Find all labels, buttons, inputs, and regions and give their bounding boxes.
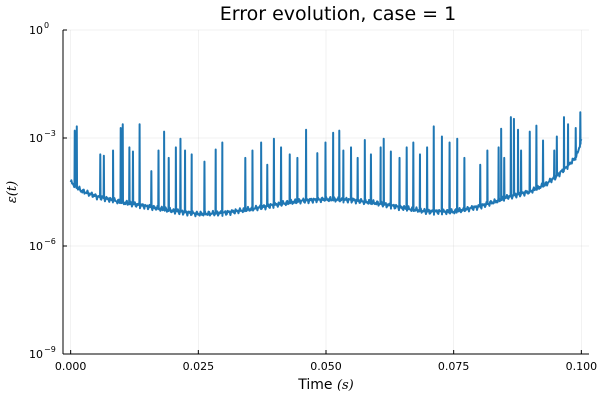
plot-area [69, 111, 583, 218]
x-axis-label: Time (s) [297, 377, 354, 393]
y-tick-label: 10 [29, 348, 43, 361]
x-tick-label: 0.000 [55, 360, 87, 373]
chart-title: Error evolution, case = 1 [220, 3, 456, 25]
y-tick-exponent: −3 [44, 129, 56, 138]
x-tick-label: 0.100 [566, 360, 598, 373]
y-tick-exponent: −6 [44, 237, 56, 246]
y-tick-label: 10 [29, 24, 43, 37]
x-axis-label-unit: (s) [337, 378, 354, 393]
y-tick-label: 10 [29, 240, 43, 253]
x-tick-label: 0.025 [183, 360, 215, 373]
y-tick-label: 10 [29, 132, 43, 145]
y-axis-label: ε(t) [5, 181, 20, 203]
error-series-line [69, 111, 583, 218]
x-ticks: 0.000 0.025 0.050 0.075 0.100 [55, 350, 597, 373]
x-axis-label-text: Time [297, 377, 337, 393]
y-tick-exponent: −9 [44, 345, 56, 354]
y-tick-exponent: 0 [44, 21, 49, 30]
x-tick-label: 0.075 [438, 360, 470, 373]
x-tick-label: 0.050 [310, 360, 342, 373]
